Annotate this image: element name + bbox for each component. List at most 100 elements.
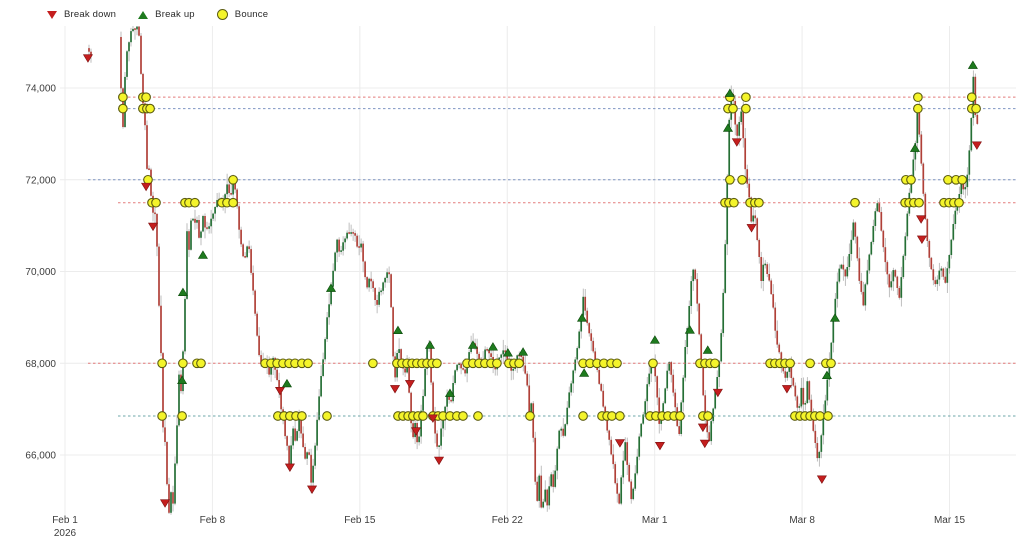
bounce-marker xyxy=(118,92,128,103)
bounce-marker xyxy=(145,103,155,114)
bounce-marker xyxy=(850,197,860,208)
bounce-marker xyxy=(578,411,588,421)
break-down-marker xyxy=(148,222,159,232)
bounce-marker xyxy=(368,358,378,369)
candles-layer xyxy=(88,26,979,515)
break-down-marker xyxy=(712,388,723,398)
bounce-marker xyxy=(913,103,923,114)
legend-label-break-down: Break down xyxy=(64,9,117,20)
bounce-marker xyxy=(607,411,617,421)
break-up-marker xyxy=(724,88,735,97)
break-down-marker xyxy=(274,386,286,396)
break-up-marker xyxy=(424,340,435,349)
bounce-marker xyxy=(228,174,238,185)
legend-label-break-up: Break up xyxy=(155,9,195,20)
bounce-marker xyxy=(418,411,428,421)
break-up-marker xyxy=(684,325,695,334)
break-down-marker xyxy=(816,475,827,484)
bounce-marker xyxy=(297,411,307,421)
bounce-marker xyxy=(805,358,815,369)
bounce-marker xyxy=(737,174,747,185)
bounce-marker xyxy=(432,358,442,369)
legend-item-break-up[interactable]: Break up xyxy=(138,9,195,20)
break-down-marker xyxy=(141,182,152,192)
x-tick-label: Mar 8 xyxy=(789,515,815,526)
bounce-marker xyxy=(957,174,968,185)
break-down-marker xyxy=(82,54,93,63)
bounce-marker xyxy=(458,411,468,421)
bounce-marker xyxy=(143,174,153,185)
bounce-marker xyxy=(741,103,751,114)
x-tick-label: Feb 8 xyxy=(200,515,226,526)
x-tick-label: Mar 1 xyxy=(642,515,668,526)
break-up-marker xyxy=(967,60,978,69)
bounce-marker xyxy=(966,92,977,103)
bounce-marker xyxy=(228,197,238,208)
bounce-marker xyxy=(322,411,332,421)
bounce-marker xyxy=(177,411,187,421)
bounce-marker xyxy=(954,197,964,208)
chart-legend: Break down Break up Bounce xyxy=(47,9,290,20)
break-up-marker xyxy=(702,345,713,354)
break-down-icon xyxy=(47,10,57,19)
bounce-marker xyxy=(190,197,200,208)
bounce-icon xyxy=(216,9,228,20)
bounce-marker xyxy=(971,103,981,114)
break-down-marker xyxy=(404,380,415,389)
x-tick-sublabel: 2026 xyxy=(54,528,77,539)
break-up-marker xyxy=(487,342,498,351)
break-up-marker xyxy=(467,340,478,349)
bounce-marker xyxy=(815,411,825,421)
y-tick-label: 68,000 xyxy=(25,359,56,370)
bounce-marker xyxy=(754,197,764,208)
y-tick-label: 70,000 xyxy=(25,267,56,278)
break-down-marker xyxy=(433,456,445,466)
break-up-marker xyxy=(909,143,921,152)
break-down-marker xyxy=(614,439,625,448)
x-tick-label: Feb 22 xyxy=(492,515,524,526)
bounce-marker xyxy=(823,411,833,421)
break-down-marker xyxy=(389,385,401,394)
break-down-marker xyxy=(654,442,665,451)
bounce-marker xyxy=(906,174,916,185)
bounce-marker xyxy=(943,174,953,185)
bounce-marker xyxy=(741,92,751,103)
y-tick-label: 74,000 xyxy=(25,84,56,95)
bounce-marker xyxy=(473,411,483,421)
x-tick-label: Feb 15 xyxy=(344,515,376,526)
bounce-marker xyxy=(648,358,658,369)
bounce-marker xyxy=(826,358,836,369)
break-up-marker xyxy=(829,313,840,322)
break-down-marker xyxy=(160,499,171,508)
break-up-marker xyxy=(579,368,590,377)
break-up-marker xyxy=(281,378,293,388)
legend-item-break-down[interactable]: Break down xyxy=(47,9,116,20)
break-down-marker xyxy=(697,423,708,433)
break-up-marker xyxy=(649,335,660,344)
break-down-marker xyxy=(916,235,927,244)
bounce-marker xyxy=(612,358,622,369)
bounce-marker xyxy=(514,358,524,369)
bounce-marker xyxy=(728,103,738,114)
break-down-marker xyxy=(971,141,982,150)
break-down-marker xyxy=(916,215,927,224)
break-up-marker xyxy=(177,287,188,296)
legend-label-bounce: Bounce xyxy=(234,9,269,20)
break-down-marker xyxy=(699,439,710,449)
break-up-marker xyxy=(392,325,403,335)
legend-item-bounce[interactable]: Bounce xyxy=(216,9,269,20)
bounce-marker xyxy=(157,358,167,369)
break-up-marker xyxy=(502,348,513,357)
bounce-marker xyxy=(729,197,739,208)
break-down-marker xyxy=(411,427,422,436)
bounce-marker xyxy=(675,411,685,421)
bounce-marker xyxy=(914,197,924,208)
break-down-marker xyxy=(284,463,295,472)
bounce-marker xyxy=(492,358,502,369)
bounce-marker xyxy=(615,411,625,421)
x-tick-label: Mar 15 xyxy=(934,515,966,526)
bounce-marker xyxy=(725,174,735,185)
bounce-marker xyxy=(703,411,713,421)
